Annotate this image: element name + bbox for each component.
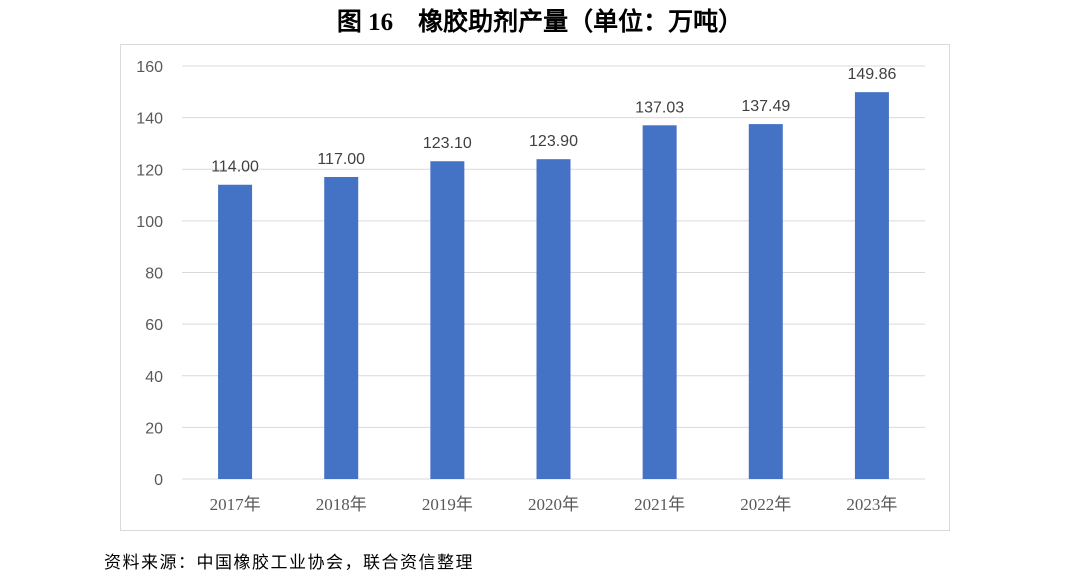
y-tick-label: 160 [136, 59, 163, 76]
bar [642, 125, 677, 479]
x-tick-label: 2018年 [316, 495, 367, 514]
data-label: 123.90 [529, 133, 578, 150]
x-tick-label: 2020年 [528, 495, 579, 514]
bar [430, 161, 465, 480]
data-label: 123.10 [423, 135, 472, 152]
y-tick-label: 120 [136, 162, 163, 179]
bar [748, 124, 783, 479]
source-note: 资料来源：中国橡胶工业协会，联合资信整理 [104, 553, 474, 573]
x-tick-label: 2019年 [422, 495, 473, 514]
x-tick-label: 2021年 [634, 495, 685, 514]
chart-frame [120, 44, 950, 531]
data-label: 137.03 [635, 99, 684, 116]
x-tick-label: 2023年 [846, 495, 897, 514]
x-tick-label: 2022年 [740, 495, 791, 514]
y-tick-label: 100 [136, 214, 163, 231]
bar [218, 184, 253, 480]
bar [324, 176, 359, 479]
y-tick-label: 0 [154, 472, 163, 489]
data-label: 117.00 [317, 151, 365, 168]
data-label: 137.49 [741, 98, 790, 115]
y-tick-label: 60 [145, 317, 163, 334]
x-tick-label: 2017年 [210, 495, 261, 514]
bar [854, 92, 889, 479]
y-tick-label: 80 [145, 266, 163, 283]
y-tick-label: 20 [145, 420, 163, 437]
chart-title: 图 16 橡胶助剂产量（单位：万吨） [336, 9, 744, 36]
data-label: 149.86 [847, 66, 896, 83]
bar [536, 159, 571, 480]
y-tick-label: 40 [145, 369, 163, 386]
y-tick-label: 140 [136, 111, 163, 128]
data-label: 114.00 [211, 159, 259, 176]
